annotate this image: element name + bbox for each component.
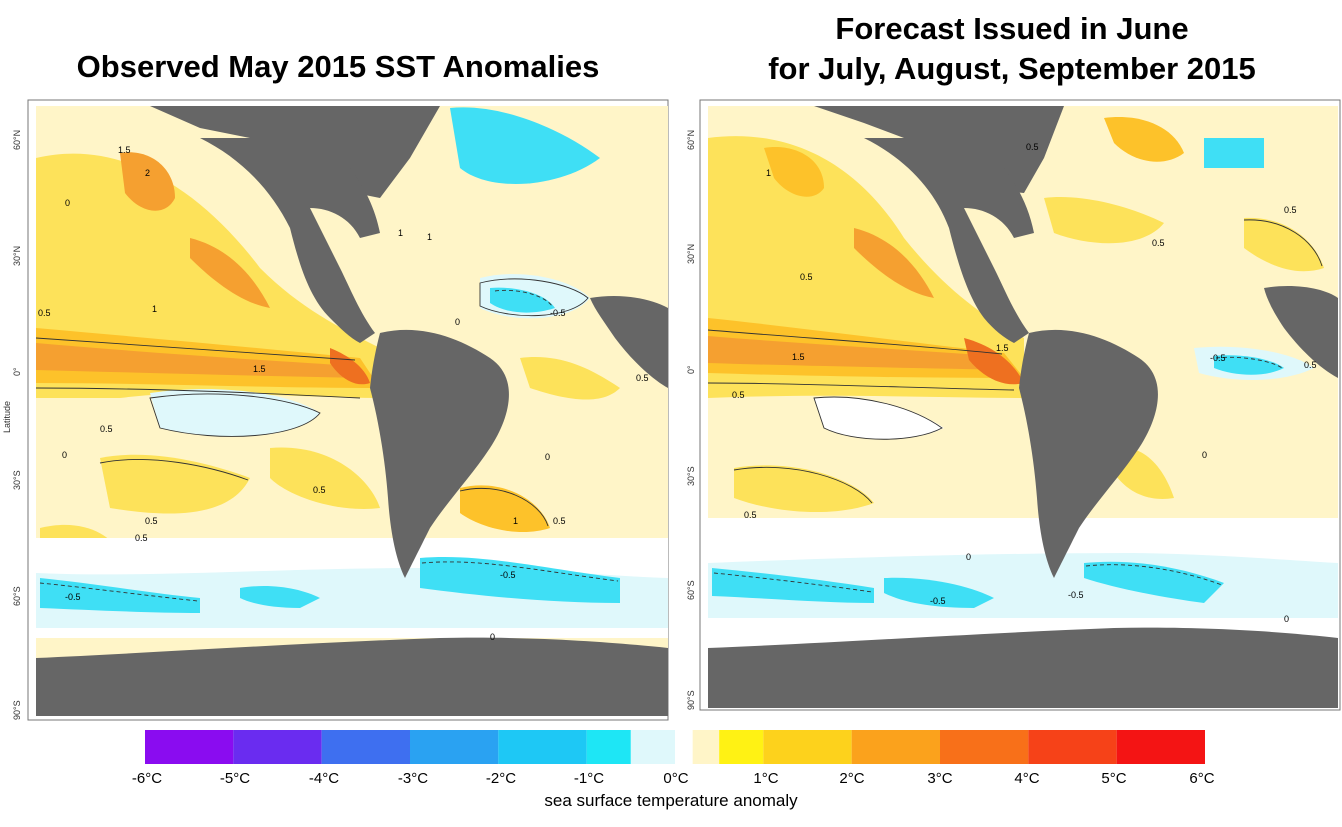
- right-map-title-line1: Forecast Issued in June: [835, 11, 1189, 46]
- colorbar-segment: [719, 730, 764, 764]
- colorbar-segment: [851, 730, 940, 764]
- colorbar-segment: [630, 730, 675, 764]
- lat-tick: 60°N: [12, 130, 22, 150]
- contour-label: -0.5: [550, 308, 566, 318]
- lat-tick: 30°S: [12, 470, 22, 490]
- contour-label: 0.5: [1304, 360, 1317, 370]
- colorbar-segment: [1116, 730, 1205, 764]
- contour-label: 0.5: [100, 424, 113, 434]
- contour-label: 0.5: [553, 516, 566, 526]
- left-contour-labels: 1.5 2 0 1 0.5 1.5 1 0.5 0 0.5 0.5 1 0.5 …: [38, 145, 649, 642]
- colorbar-segment: [233, 730, 322, 764]
- lat-tick: 60°S: [12, 586, 22, 606]
- colorbar-tick: 1°C: [753, 770, 779, 787]
- contour-label: 0: [1284, 614, 1289, 624]
- left-map-title: Observed May 2015 SST Anomalies: [76, 49, 600, 84]
- contour-label: 0: [545, 452, 550, 462]
- colorbar-tick: -3°C: [397, 770, 429, 787]
- contour-label: 0: [65, 198, 70, 208]
- colorbar-segment: [675, 730, 693, 764]
- colorbar-segment: [1028, 730, 1117, 764]
- contour-label: 0.5: [1152, 238, 1165, 248]
- contour-label: 1.5: [118, 145, 131, 155]
- contour-label: 1: [398, 228, 403, 238]
- contour-label: -0.5: [65, 592, 81, 602]
- lat-tick: 30°S: [686, 466, 696, 486]
- colorbar-segment: [586, 730, 631, 764]
- y-axis-label: Latitude: [2, 401, 12, 433]
- contour-label: 1.5: [253, 364, 266, 374]
- colorbar: [145, 730, 1205, 764]
- contour-label: 0.5: [1284, 205, 1297, 215]
- contour-label: 1: [427, 232, 432, 242]
- lat-tick: 90°S: [12, 700, 22, 720]
- forecast-sst-map: 60°N 30°N 0° 30°S 60°S 90°S 1 0.5 1.5 1.…: [686, 99, 1341, 711]
- colorbar-caption: sea surface temperature anomaly: [544, 791, 798, 810]
- contour-label: 0.5: [1026, 142, 1039, 152]
- contour-label: 0.5: [636, 373, 649, 383]
- colorbar-segment: [692, 730, 720, 764]
- contour-label: 1.5: [792, 352, 805, 362]
- colorbar-tick: 2°C: [839, 770, 865, 787]
- contour-label: 0.5: [744, 510, 757, 520]
- observed-sst-map: 60°N 30°N 0° 30°S 60°S 90°S Latitude 1.5…: [2, 99, 669, 721]
- lat-tick: 0°: [12, 367, 22, 376]
- contour-label: 0.5: [800, 272, 813, 282]
- right-contour-labels: 1 0.5 1.5 1.5 0.5 0.5 0.5 0.5 0.5 -0.5 0…: [732, 142, 1317, 624]
- contour-label: 0: [490, 632, 495, 642]
- colorbar-tick: -5°C: [219, 770, 251, 787]
- contour-label: 1.5: [996, 343, 1009, 353]
- colorbar-tick: 6°C: [1189, 770, 1215, 787]
- contour-label: 0.5: [145, 516, 158, 526]
- colorbar-segment: [940, 730, 1029, 764]
- lat-tick: 30°N: [686, 244, 696, 264]
- left-lat-ticks: 60°N 30°N 0° 30°S 60°S 90°S Latitude: [2, 130, 22, 720]
- colorbar-tick: 4°C: [1014, 770, 1040, 787]
- contour-label: -0.5: [1068, 590, 1084, 600]
- lat-tick: 30°N: [12, 246, 22, 266]
- colorbar-segment: [410, 730, 499, 764]
- colorbar-tick: 0°C: [663, 770, 689, 787]
- contour-label: 0.5: [135, 533, 148, 543]
- colorbar-tick: -4°C: [308, 770, 340, 787]
- contour-label: 2: [145, 168, 150, 178]
- colorbar-segment: [498, 730, 587, 764]
- contour-label: -0.5: [500, 570, 516, 580]
- right-map-title-line2: for July, August, September 2015: [768, 51, 1256, 86]
- colorbar-segment: [145, 730, 234, 764]
- colorbar-tick: 3°C: [927, 770, 953, 787]
- contour-label: 1: [766, 168, 771, 178]
- contour-label: -0.5: [1210, 353, 1226, 363]
- lat-tick: 60°N: [686, 130, 696, 150]
- right-lat-ticks: 60°N 30°N 0° 30°S 60°S 90°S: [686, 130, 696, 710]
- colorbar-tick: -6°C: [131, 770, 163, 787]
- colorbar-segment: [763, 730, 852, 764]
- contour-label: 0.5: [38, 308, 51, 318]
- colorbar-tick: -1°C: [573, 770, 605, 787]
- contour-label: -0.5: [930, 596, 946, 606]
- colorbar-tick: -2°C: [485, 770, 517, 787]
- contour-label: 0: [1202, 450, 1207, 460]
- lat-tick: 90°S: [686, 690, 696, 710]
- contour-label: 0.5: [732, 390, 745, 400]
- contour-label: 0: [62, 450, 67, 460]
- contour-label: 0: [966, 552, 971, 562]
- colorbar-tick: 5°C: [1101, 770, 1127, 787]
- lat-tick: 60°S: [686, 580, 696, 600]
- contour-label: 1: [152, 304, 157, 314]
- contour-label: 1: [513, 516, 518, 526]
- colorbar-segment: [321, 730, 410, 764]
- contour-label: 0: [455, 317, 460, 327]
- lat-tick: 0°: [686, 365, 696, 374]
- contour-label: 0.5: [313, 485, 326, 495]
